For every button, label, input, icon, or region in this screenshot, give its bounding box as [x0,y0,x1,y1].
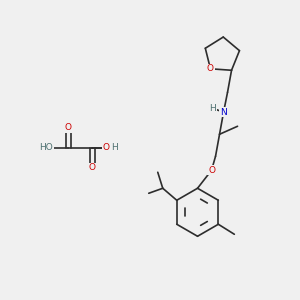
Text: H: H [111,143,117,152]
Text: O: O [208,166,215,175]
Text: HO: HO [39,143,53,152]
Text: O: O [64,124,71,133]
Text: H: H [111,143,117,152]
Text: N: N [220,108,227,117]
Text: O: O [103,143,110,152]
Text: O: O [88,164,95,172]
Text: O: O [207,64,214,73]
Text: H: H [209,104,216,113]
